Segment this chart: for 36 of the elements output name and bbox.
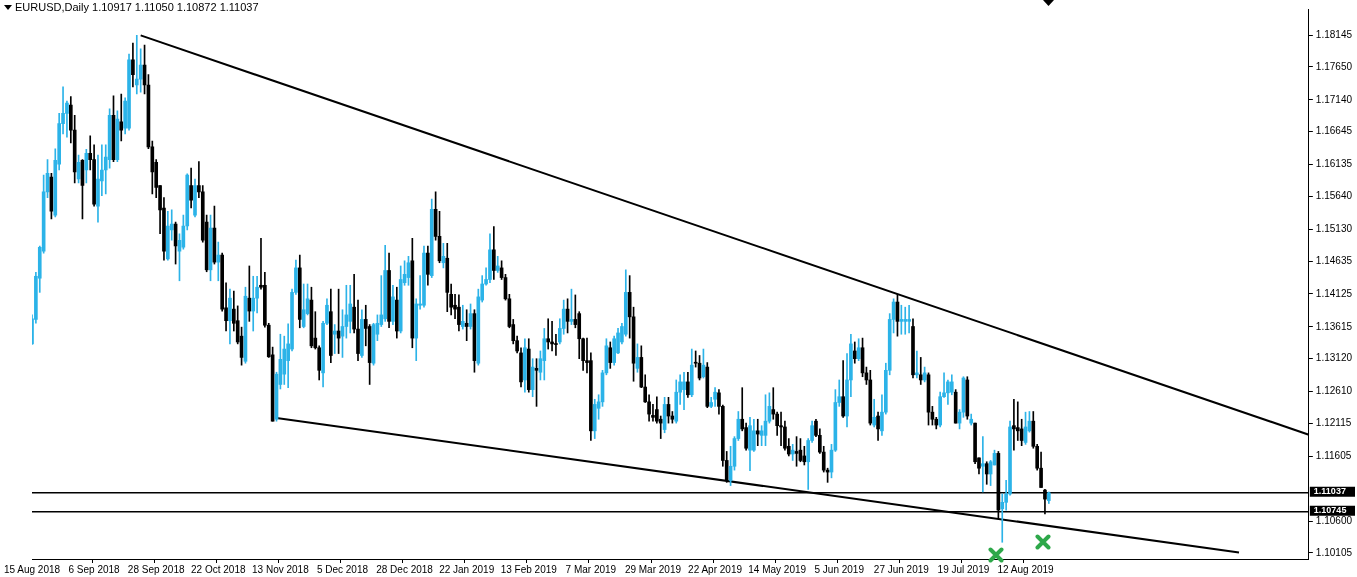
x-tick-label: 28 Dec 2018 (376, 563, 434, 575)
y-tick-label: 1.15130 (1315, 223, 1353, 235)
x-tick-label: 22 Oct 2018 (191, 563, 246, 575)
y-tick-label: 1.17650 (1315, 60, 1353, 72)
chart-title: EURUSD,Daily 1.10917 1.11050 1.10872 1.11037 (15, 1, 259, 13)
ref-line-label: 1.11037 (1313, 486, 1346, 497)
y-tick-label: 1.16135 (1315, 158, 1353, 170)
x-tick-label: 28 Sep 2018 (127, 563, 185, 575)
y-tick-label: 1.14635 (1315, 254, 1353, 266)
x-tick-label: 5 Dec 2018 (316, 563, 369, 575)
y-tick-label: 1.14125 (1315, 287, 1353, 299)
y-tick-label: 1.15640 (1315, 190, 1353, 202)
x-tick-label: 15 Aug 2018 (3, 563, 61, 575)
x-tick-label: 13 Nov 2018 (252, 563, 310, 575)
y-tick-label: 1.13120 (1315, 352, 1353, 364)
x-tick-label: 12 Aug 2019 (997, 563, 1055, 575)
ref-line-label: 1.10745 (1313, 505, 1347, 516)
y-tick-label: 1.10105 (1315, 546, 1353, 558)
x-tick-label: 22 Jan 2019 (439, 563, 495, 575)
x-tick-label: 19 Jul 2019 (937, 563, 990, 575)
x-tick-label: 13 Feb 2019 (500, 563, 558, 575)
y-tick-label: 1.18145 (1315, 28, 1353, 40)
x-tick-label: 7 Mar 2019 (565, 563, 617, 575)
x-tick-label: 22 Apr 2019 (688, 563, 743, 575)
x-tick-label: 27 Jun 2019 (873, 563, 930, 575)
y-tick-label: 1.16645 (1315, 125, 1353, 137)
y-tick-label: 1.10600 (1315, 514, 1353, 526)
x-tick-label: 5 Jun 2019 (814, 563, 865, 575)
x-tick-label: 6 Sep 2018 (68, 563, 121, 575)
y-tick-label: 1.17140 (1315, 93, 1353, 105)
y-tick-label: 1.12115 (1315, 417, 1352, 429)
y-tick-label: 1.12610 (1315, 385, 1353, 397)
y-tick-label: 1.13615 (1315, 320, 1353, 332)
x-tick-label: 14 May 2019 (748, 563, 807, 575)
y-tick-label: 1.11605 (1315, 450, 1352, 462)
x-tick-label: 29 Mar 2019 (624, 563, 682, 575)
